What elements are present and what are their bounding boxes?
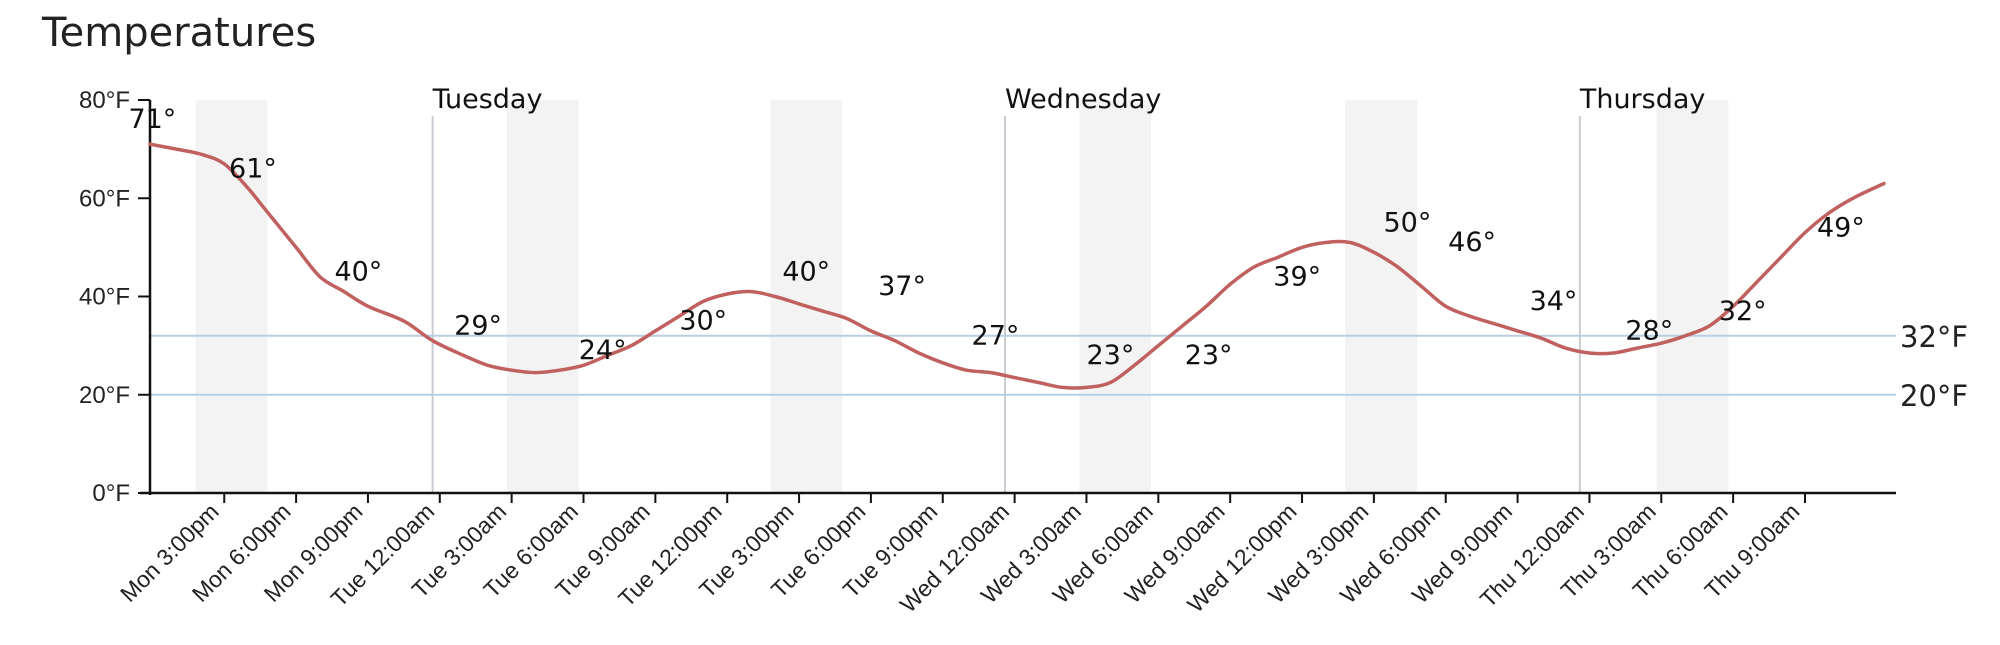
data-label: 32° (1719, 296, 1767, 327)
y-tick-label: 20°F (79, 382, 130, 409)
data-label: 46° (1448, 227, 1496, 258)
data-label: 49° (1817, 212, 1865, 243)
data-label: 40° (782, 257, 830, 288)
night-band-0 (195, 100, 268, 493)
night-band-2 (770, 100, 843, 493)
day-label-tuesday: Tuesday (432, 84, 543, 115)
data-label: 29° (454, 311, 502, 342)
data-label: 37° (878, 271, 926, 302)
night-bands (195, 100, 1729, 493)
day-label-wednesday: Wednesday (1005, 84, 1161, 115)
reference-label-20: 20°F (1900, 379, 1968, 413)
data-label: 40° (334, 257, 382, 288)
reference-lines: 32°F 20°F (150, 320, 1968, 413)
night-band-1 (506, 100, 579, 493)
data-label: 50° (1383, 207, 1431, 238)
night-band-4 (1345, 100, 1417, 493)
y-tick-label: 0°F (92, 480, 130, 507)
y-tick-label: 80°F (79, 87, 130, 114)
data-label: 23° (1185, 340, 1233, 371)
day-dividers: Tuesday Wednesday Thursday (431, 84, 1706, 493)
series-line-layer (148, 142, 1886, 390)
data-label: 61° (229, 153, 277, 184)
y-tick-label: 60°F (79, 185, 130, 212)
night-band-3 (1079, 100, 1152, 493)
data-labels: 71° 61° 40° 29° 24° 30° 40° 37° 27° 23° 23° 39° 50° 4… (128, 104, 1864, 371)
data-label: 27° (972, 320, 1020, 351)
data-label: 30° (679, 306, 727, 337)
day-label-thursday: Thursday (1579, 84, 1706, 115)
data-label: 23° (1086, 340, 1134, 371)
data-label: 28° (1625, 315, 1673, 346)
data-label: 34° (1530, 286, 1578, 317)
night-band-5 (1656, 100, 1729, 493)
chart-title: Temperatures (42, 10, 317, 56)
data-label: 71° (128, 104, 176, 135)
data-label: 24° (579, 335, 627, 366)
temperature-series-line (148, 142, 1886, 390)
y-tick-label: 40°F (79, 284, 130, 311)
data-label: 39° (1273, 261, 1321, 292)
reference-label-32: 32°F (1900, 320, 1968, 354)
